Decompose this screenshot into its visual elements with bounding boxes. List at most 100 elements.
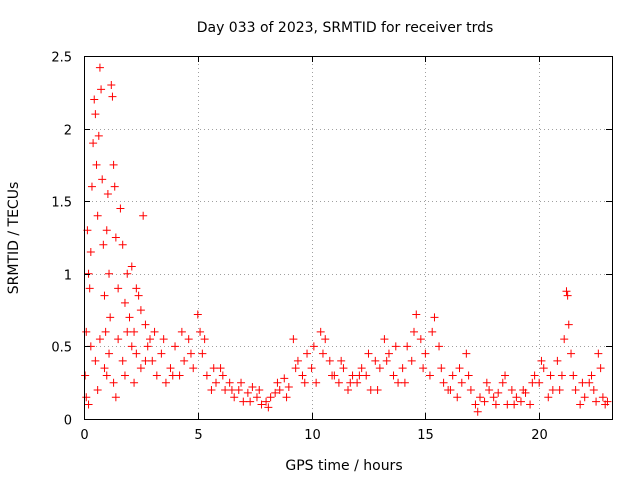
data-point [95, 63, 104, 72]
data-point [103, 189, 112, 198]
data-point [339, 364, 348, 373]
data-point [90, 95, 99, 104]
y-tick-label: 2.5 [51, 51, 72, 66]
x-tick-label: 20 [531, 428, 548, 443]
data-point [202, 371, 211, 380]
data-point [457, 378, 466, 387]
data-point [425, 371, 434, 380]
data-point [262, 397, 271, 406]
data-point [127, 262, 136, 271]
y-tick-label: 0 [64, 414, 72, 429]
data-point [375, 364, 384, 373]
data-point [489, 393, 498, 402]
data-point [430, 313, 439, 322]
data-point [134, 291, 143, 300]
data-point [589, 385, 598, 394]
x-tick-label: 5 [194, 428, 202, 443]
data-point [252, 393, 261, 402]
data-point [132, 349, 141, 358]
data-point [421, 349, 430, 358]
data-point [110, 182, 119, 191]
data-point [400, 378, 409, 387]
data-point [108, 92, 117, 101]
data-point [553, 356, 562, 365]
data-point [209, 364, 218, 373]
x-tick-label: 15 [417, 428, 434, 443]
data-point [120, 371, 129, 380]
data-point [100, 291, 109, 300]
data-point [123, 327, 132, 336]
data-point [264, 403, 273, 412]
data-point [105, 349, 114, 358]
data-point [130, 378, 139, 387]
data-point [152, 371, 161, 380]
data-point [571, 385, 580, 394]
data-point [563, 291, 572, 300]
data-point [462, 349, 471, 358]
data-point [485, 385, 494, 394]
data-point [366, 385, 375, 394]
chart-title: Day 033 of 2023, SRMTID for receiver trd… [197, 20, 494, 36]
data-point [193, 310, 202, 319]
data-point [537, 356, 546, 365]
data-point [114, 284, 123, 293]
data-point [603, 397, 612, 406]
data-point [407, 356, 416, 365]
data-point [230, 393, 239, 402]
data-point [318, 349, 327, 358]
data-point [512, 393, 521, 402]
data-point [102, 226, 111, 235]
data-point [594, 349, 603, 358]
data-point [120, 298, 129, 307]
data-point [344, 385, 352, 394]
data-point [435, 342, 444, 351]
data-point [148, 356, 157, 365]
data-point [564, 320, 573, 329]
data-point [416, 335, 425, 344]
data-point [419, 364, 428, 373]
data-point [114, 335, 123, 344]
data-point [82, 327, 91, 336]
data-point [123, 269, 132, 278]
data-point [539, 364, 548, 373]
data-point [168, 371, 177, 380]
data-point [510, 400, 519, 409]
data-point [300, 378, 309, 387]
data-point [592, 397, 601, 406]
data-point [548, 385, 557, 394]
plot-frame [84, 56, 613, 420]
data-point [337, 356, 346, 365]
data-point [159, 335, 168, 344]
data-point [221, 385, 230, 394]
data-point [596, 364, 605, 373]
data-point [325, 356, 334, 365]
x-tick-labels: 0 5 10 15 20 [80, 428, 547, 443]
data-point [382, 356, 391, 365]
axis-ticks [84, 56, 612, 420]
data-point [439, 378, 448, 387]
data-point [280, 374, 289, 383]
data-point [569, 371, 578, 380]
data-point [136, 364, 145, 373]
x-tick-label: 0 [80, 428, 88, 443]
data-point [501, 371, 510, 380]
data-point [491, 400, 500, 409]
data-point [437, 364, 446, 373]
data-point [576, 400, 585, 409]
data-point [348, 371, 357, 380]
data-point [180, 356, 189, 365]
data-point [101, 327, 110, 336]
data-points [81, 63, 612, 416]
data-point [328, 371, 337, 380]
data-point [125, 313, 134, 322]
data-point [578, 378, 587, 387]
data-point [212, 378, 220, 387]
data-point [175, 371, 184, 380]
data-point [106, 313, 115, 322]
y-tick-label: 2 [64, 124, 72, 139]
data-point [364, 349, 373, 358]
data-point [557, 371, 566, 380]
data-point [273, 378, 282, 387]
y-axis-label: SRMTID / TECUs [6, 182, 22, 295]
